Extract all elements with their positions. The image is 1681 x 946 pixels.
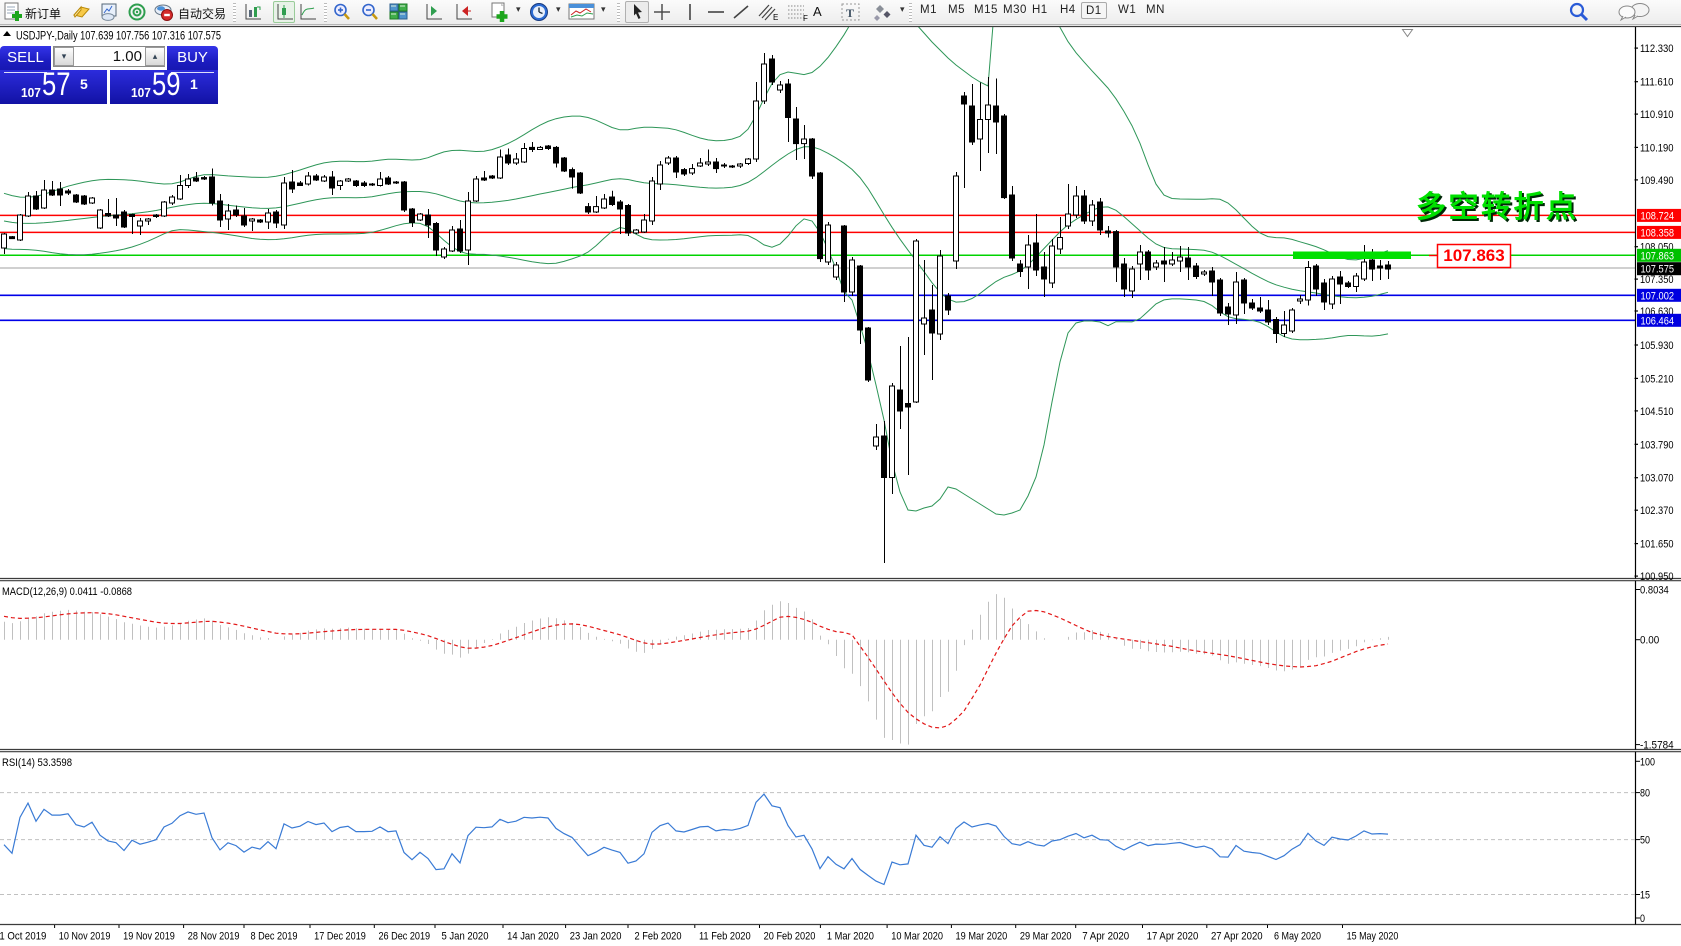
svg-text:27 Apr 2020: 27 Apr 2020	[1211, 931, 1263, 943]
svg-text:10 Nov 2019: 10 Nov 2019	[59, 931, 111, 943]
svg-text:105.930: 105.930	[1640, 340, 1674, 352]
svg-text:T: T	[846, 6, 854, 20]
svg-text:104.510: 104.510	[1640, 406, 1674, 418]
svg-text:107.863: 107.863	[1443, 246, 1504, 265]
svg-text:20 Feb 2020: 20 Feb 2020	[764, 931, 816, 943]
svg-text:50: 50	[1640, 835, 1650, 847]
svg-text:15 May 2020: 15 May 2020	[1347, 931, 1399, 943]
svg-text:0.00: 0.00	[1640, 635, 1659, 647]
svg-text:100.950: 100.950	[1640, 571, 1674, 583]
svg-text:80: 80	[1640, 788, 1650, 800]
svg-text:5 Jan 2020: 5 Jan 2020	[442, 931, 489, 943]
svg-text:8 Dec 2019: 8 Dec 2019	[251, 931, 298, 943]
svg-text:23 Jan 2020: 23 Jan 2020	[570, 931, 622, 943]
svg-text:108.358: 108.358	[1641, 227, 1675, 239]
svg-text:107.350: 107.350	[1640, 274, 1674, 286]
svg-text:29 Mar 2020: 29 Mar 2020	[1020, 931, 1072, 943]
svg-text:6 May 2020: 6 May 2020	[1274, 931, 1321, 943]
svg-text:101.650: 101.650	[1640, 539, 1674, 551]
svg-text:1 Mar 2020: 1 Mar 2020	[827, 931, 874, 943]
svg-text:14 Jan 2020: 14 Jan 2020	[507, 931, 559, 943]
svg-text:106.464: 106.464	[1641, 315, 1675, 327]
svg-text:26 Dec 2019: 26 Dec 2019	[378, 931, 430, 943]
svg-text:100: 100	[1640, 756, 1655, 768]
svg-text:110.910: 110.910	[1640, 109, 1674, 121]
svg-text:111.610: 111.610	[1640, 77, 1674, 89]
svg-text:103.790: 103.790	[1640, 439, 1674, 451]
svg-text:112.330: 112.330	[1640, 43, 1674, 55]
svg-text:107.863: 107.863	[1641, 250, 1675, 262]
svg-text:107.575: 107.575	[1641, 264, 1675, 276]
svg-text:F: F	[803, 14, 808, 22]
svg-text:RSI(14) 53.3598: RSI(14) 53.3598	[2, 757, 72, 769]
svg-text:107.002: 107.002	[1641, 290, 1675, 302]
svg-text:103.070: 103.070	[1640, 473, 1674, 485]
svg-text:19 Nov 2019: 19 Nov 2019	[123, 931, 175, 943]
svg-text:19 Mar 2020: 19 Mar 2020	[956, 931, 1008, 943]
svg-text:11 Feb 2020: 11 Feb 2020	[699, 931, 751, 943]
svg-text:28 Nov 2019: 28 Nov 2019	[188, 931, 240, 943]
svg-text:102.370: 102.370	[1640, 505, 1674, 517]
svg-text:17 Apr 2020: 17 Apr 2020	[1147, 931, 1199, 943]
svg-text:15: 15	[1640, 890, 1650, 902]
svg-text:109.490: 109.490	[1640, 175, 1674, 187]
svg-text:110.190: 110.190	[1640, 142, 1674, 154]
svg-text:1 Oct 2019: 1 Oct 2019	[0, 931, 46, 943]
svg-text:7 Apr 2020: 7 Apr 2020	[1082, 931, 1129, 943]
svg-text:0.8034: 0.8034	[1640, 585, 1669, 597]
svg-text:MACD(12,26,9) 0.0411 -0.0868: MACD(12,26,9) 0.0411 -0.0868	[2, 586, 132, 598]
svg-text:17 Dec 2019: 17 Dec 2019	[314, 931, 366, 943]
svg-text:105.210: 105.210	[1640, 373, 1674, 385]
svg-text:USDJPY-,Daily 107.639 107.756: USDJPY-,Daily 107.639 107.756 107.316 10…	[16, 31, 221, 43]
svg-text:2 Feb 2020: 2 Feb 2020	[635, 931, 682, 943]
svg-text:108.724: 108.724	[1641, 210, 1675, 222]
svg-text:-1.5784: -1.5784	[1640, 740, 1674, 752]
svg-text:E: E	[773, 13, 778, 22]
svg-text:10 Mar 2020: 10 Mar 2020	[891, 931, 943, 943]
svg-text:0: 0	[1640, 913, 1645, 925]
